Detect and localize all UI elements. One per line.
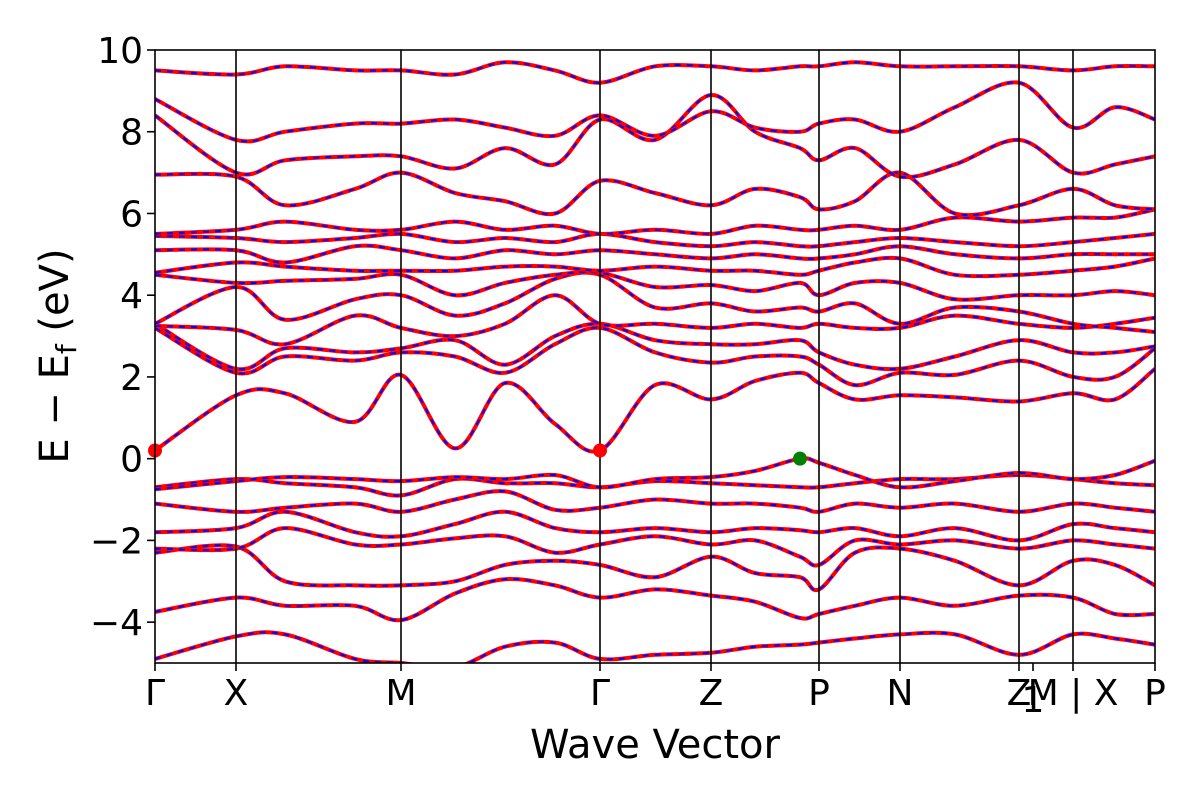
x-tick-label: M xyxy=(385,673,416,714)
band-line-overlay xyxy=(155,294,1155,346)
x-axis-label: Wave Vector xyxy=(530,722,781,768)
band-line xyxy=(155,270,1155,334)
y-tick-label: 8 xyxy=(120,113,143,154)
x-tick-label: Z xyxy=(699,673,724,714)
special-points xyxy=(148,443,807,466)
y-tick-label: −2 xyxy=(90,521,143,562)
x-tick-label: Γ xyxy=(590,673,610,714)
band-line-overlay xyxy=(155,631,1155,663)
y-tick-label: −4 xyxy=(90,603,143,644)
y-tick-label: 0 xyxy=(120,440,143,481)
x-tick-label: X xyxy=(224,673,249,714)
band-line-overlay xyxy=(155,368,1155,453)
y-axis-label-subscript: f xyxy=(50,343,83,354)
band-line-overlay xyxy=(155,577,1155,622)
band-line-overlay xyxy=(155,81,1155,143)
y-ticks: −4 −2 0 2 4 6 8 10 xyxy=(90,31,155,644)
band-line-overlay xyxy=(155,326,1155,387)
x-tick-label: P xyxy=(808,673,830,714)
y-axis-label-main: E − E xyxy=(32,354,78,464)
cbm-point xyxy=(593,443,607,458)
band-line-overlay xyxy=(155,93,1155,179)
x-tick-label: N xyxy=(887,673,914,714)
y-tick-label: 10 xyxy=(97,31,143,72)
y-tick-label: 2 xyxy=(120,358,143,399)
y-axis-label: E − Ef (eV) xyxy=(32,248,83,463)
x-tick-label: Z xyxy=(1007,673,1032,714)
band-line-overlay xyxy=(155,457,1155,491)
x-tick-label: 1 xyxy=(1022,680,1045,721)
x-tick-label: P xyxy=(1144,673,1166,714)
y-axis-label-spacer xyxy=(32,332,78,345)
y-tick-label: 6 xyxy=(120,194,143,235)
band-line-overlay xyxy=(155,322,1155,371)
y-axis-label-unit: (eV) xyxy=(32,248,78,331)
high-symmetry-lines xyxy=(235,50,1074,663)
y-tick-label: 4 xyxy=(120,276,143,317)
x-tick-label: M | X xyxy=(1028,673,1119,714)
x-tick-label: Γ xyxy=(145,673,165,714)
vbm-point xyxy=(793,451,807,466)
plot-frame xyxy=(154,49,1156,664)
